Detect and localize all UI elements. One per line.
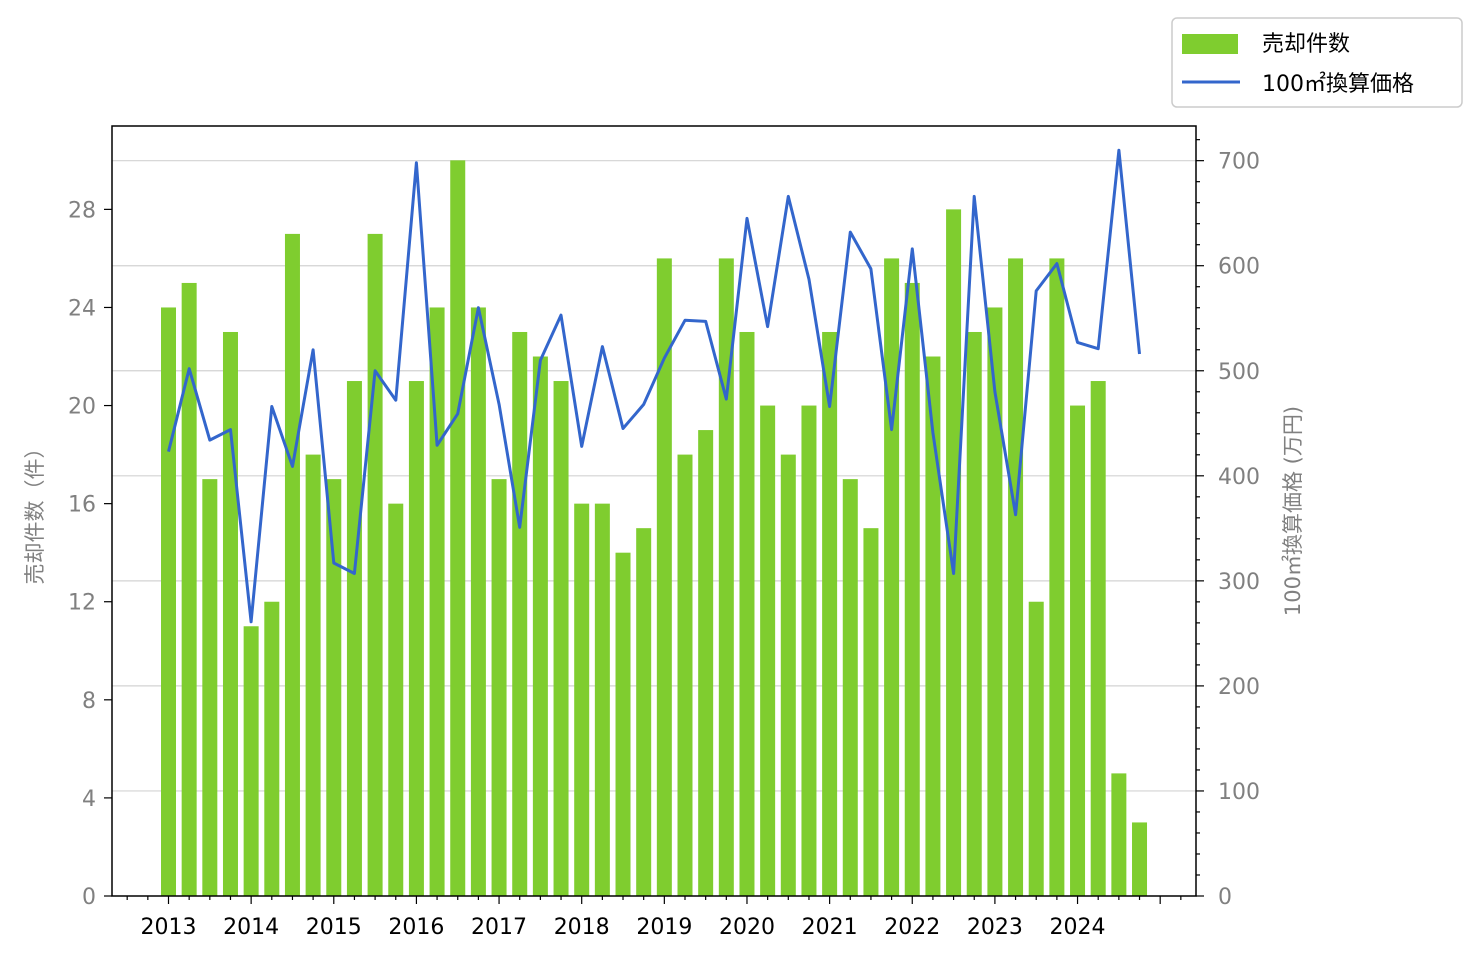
bar [615,552,631,896]
bar [305,454,321,896]
x-tick-label: 2016 [388,915,444,940]
x-tick-label: 2023 [967,915,1023,940]
y-axis-left: 0 4 8 12 16 20 24 28 [68,198,112,910]
bar [780,454,796,896]
bar [1111,773,1127,896]
y-right-tick-label: 600 [1218,255,1260,280]
y-right-tick-label: 100 [1218,780,1260,805]
x-tick-label: 2013 [141,915,197,940]
bar [636,528,652,896]
bar [1028,601,1044,896]
y-right-tick-label: 500 [1218,360,1260,385]
bar [884,258,900,896]
bar [470,307,486,896]
bar [822,331,838,896]
bar [718,258,734,896]
y-right-tick-label: 0 [1218,885,1232,910]
bar [264,601,280,896]
x-tick-label: 2018 [554,915,610,940]
legend: 売却件数 100㎡換算価格 [1171,17,1463,108]
bar [346,381,362,896]
bar [801,405,817,896]
legend-label-line: 100㎡換算価格 [1262,71,1414,97]
x-tick-label: 2022 [884,915,940,940]
y-left-tick-label: 0 [82,885,96,910]
y-left-tick-label: 16 [68,493,96,518]
y-right-tick-label: 200 [1218,675,1260,700]
bar [904,282,920,896]
bar [326,479,342,896]
y-left-tick-label: 12 [68,591,96,616]
bar [408,381,424,896]
bar [284,233,300,897]
bar [367,233,383,897]
x-axis: 2013 2014 2015 2016 2017 2018 2019 2020 2021 2022… [126,896,1182,940]
bar [966,331,982,896]
y-axis-right: 0 100 200 300 400 500 600 700 [1196,139,1260,910]
bar [1090,381,1106,896]
x-tick-label: 2019 [636,915,692,940]
y-axis-left-title: 売却件数（件） [23,438,47,585]
y-left-tick-label: 24 [68,296,96,321]
y-left-tick-label: 8 [82,689,96,714]
x-tick-label: 2024 [1050,915,1106,940]
bar [491,479,507,896]
bar [512,331,528,896]
bar [925,356,941,897]
bar [739,331,755,896]
x-tick-label: 2021 [802,915,858,940]
legend-label-bars: 売却件数 [1262,32,1350,57]
bar [842,479,858,896]
bar [450,160,466,897]
y-right-tick-label: 300 [1218,570,1260,595]
bar [698,430,714,896]
price-line [167,148,1141,624]
bar [243,626,259,896]
y-left-tick-label: 4 [82,787,96,812]
bar [222,331,238,896]
y-left-tick-label: 20 [68,395,96,420]
bar [677,454,693,896]
bar [574,503,590,896]
bar [1049,258,1065,896]
bar [656,258,672,896]
x-tick-label: 2020 [719,915,775,940]
bar [863,528,879,896]
bar-series [161,160,1148,897]
bar [760,405,776,896]
x-tick-label: 2017 [471,915,527,940]
legend-bar-swatch [1182,34,1238,54]
bar [161,307,176,896]
y-axis-right-title: 100㎡換算価格 (万円) [1281,406,1305,616]
bar [987,307,1003,896]
plot-frame [111,125,1197,897]
bar [388,503,404,896]
y-right-tick-label: 400 [1218,465,1260,490]
y-right-tick-label: 700 [1218,150,1260,175]
bar [1132,822,1148,896]
legend-box [1171,17,1463,108]
bar [532,356,548,897]
bar [553,381,569,896]
bar [594,503,610,896]
x-tick-label: 2014 [223,915,279,940]
y-left-tick-label: 28 [68,198,96,223]
bar [202,479,218,896]
bar [429,307,445,896]
bar [1008,258,1024,896]
x-tick-label: 2015 [306,915,362,940]
line-series [167,148,1141,624]
bar [181,282,197,896]
bar [1070,405,1086,896]
